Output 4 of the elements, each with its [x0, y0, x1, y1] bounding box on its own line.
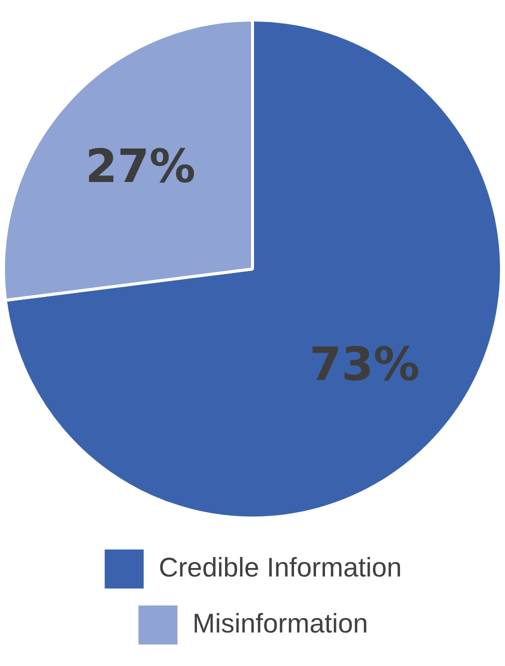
legend-label: Credible Information	[158, 552, 402, 582]
data-label: 73%	[310, 336, 420, 391]
legend-label: Misinformation	[192, 608, 368, 638]
data-label: 27%	[85, 139, 196, 194]
